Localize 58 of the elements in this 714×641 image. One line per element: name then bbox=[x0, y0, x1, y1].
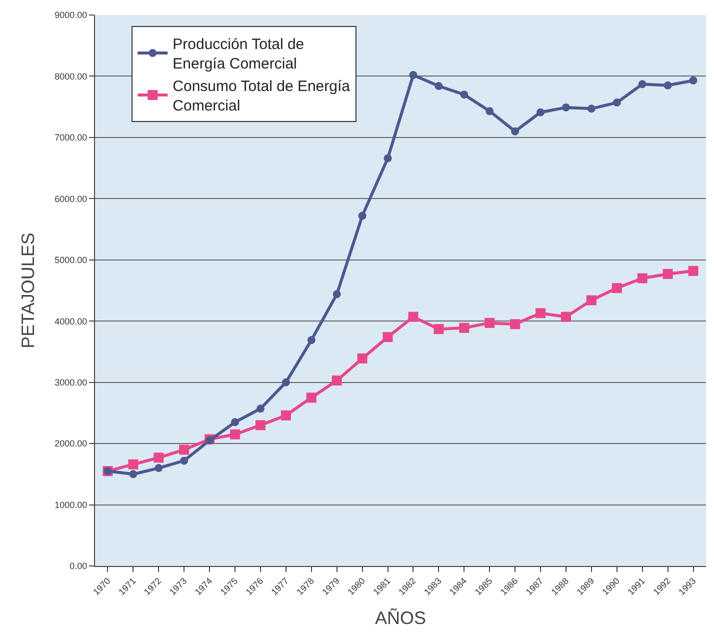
point bbox=[460, 90, 468, 99]
point bbox=[358, 212, 366, 220]
point bbox=[307, 336, 316, 344]
point bbox=[560, 312, 571, 322]
point bbox=[332, 376, 342, 386]
point bbox=[382, 332, 393, 342]
y-tick-label: 7000.00 bbox=[54, 132, 88, 143]
y-tick-label: 2000.00 bbox=[54, 438, 88, 449]
point bbox=[486, 107, 494, 116]
y-tick-label: 9000.00 bbox=[54, 10, 88, 20]
point bbox=[637, 273, 648, 284]
point bbox=[612, 283, 622, 294]
legend-label: Consumo Total de Energía Comercial bbox=[172, 78, 351, 115]
x-axis-title: AÑOS bbox=[374, 608, 426, 628]
point bbox=[409, 71, 418, 79]
point bbox=[408, 312, 418, 322]
point bbox=[510, 319, 520, 330]
point bbox=[536, 108, 545, 116]
point bbox=[154, 464, 163, 472]
y-axis-title: PETAJOULES bbox=[18, 232, 38, 348]
point bbox=[255, 420, 266, 430]
y-tick-label: 8000.00 bbox=[54, 71, 88, 82]
point bbox=[664, 81, 672, 90]
point bbox=[154, 452, 164, 463]
point bbox=[357, 353, 368, 364]
y-tick-label: 5000.00 bbox=[54, 255, 88, 266]
point bbox=[179, 444, 190, 455]
point bbox=[484, 318, 495, 328]
point bbox=[638, 80, 646, 88]
point bbox=[536, 308, 546, 318]
point bbox=[230, 429, 240, 440]
point bbox=[586, 295, 596, 306]
point bbox=[231, 418, 240, 426]
point bbox=[306, 392, 316, 403]
y-tick-label: 1000.00 bbox=[54, 500, 88, 510]
point bbox=[459, 322, 470, 333]
point bbox=[256, 404, 264, 413]
point bbox=[662, 268, 673, 279]
y-tick-label: 3000.00 bbox=[54, 377, 88, 388]
point bbox=[689, 76, 698, 85]
y-tick-label: 0.00 bbox=[70, 561, 88, 572]
point bbox=[434, 82, 443, 90]
point bbox=[180, 456, 188, 465]
y-tick-label: 4000.00 bbox=[54, 316, 88, 326]
point bbox=[562, 103, 570, 112]
point bbox=[280, 410, 291, 420]
point bbox=[332, 290, 341, 298]
point bbox=[282, 378, 290, 386]
point bbox=[384, 154, 392, 162]
legend-label: Producción Total de Energía Comercial bbox=[172, 36, 304, 73]
point bbox=[434, 324, 444, 334]
y-tick-label: 6000.00 bbox=[54, 194, 88, 204]
point bbox=[128, 459, 138, 470]
point bbox=[688, 266, 698, 276]
point bbox=[587, 104, 596, 113]
point bbox=[129, 470, 138, 478]
point bbox=[612, 98, 621, 107]
point bbox=[511, 127, 520, 136]
